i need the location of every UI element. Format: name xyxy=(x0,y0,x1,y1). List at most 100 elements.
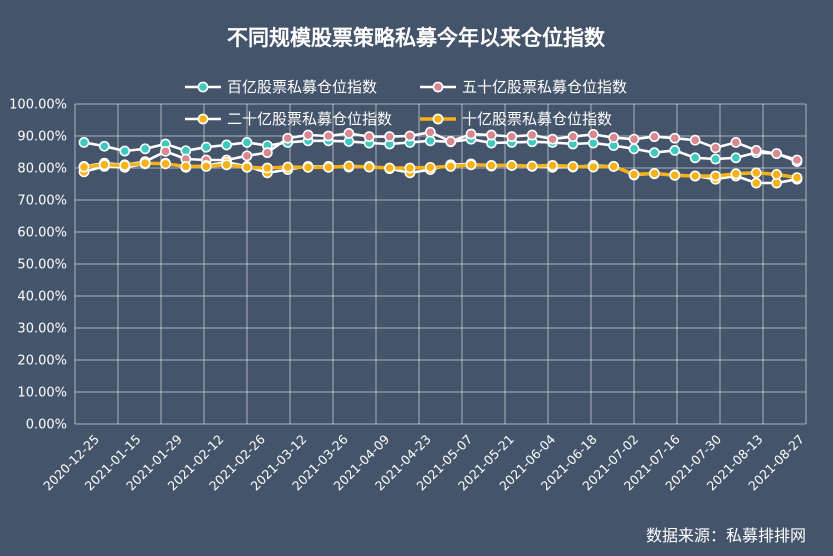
data-point xyxy=(649,168,660,179)
data-point xyxy=(547,133,558,145)
series-1 xyxy=(78,133,803,167)
data-point xyxy=(710,153,721,165)
data-point xyxy=(669,169,681,181)
data-point xyxy=(261,162,273,174)
data-point xyxy=(669,132,681,144)
y-tick-label: 10.00% xyxy=(17,386,67,401)
legend-item-2: 五十亿股票私募仓位指数 xyxy=(420,78,627,96)
y-tick-label: 30.00% xyxy=(17,322,67,337)
data-point xyxy=(160,158,171,170)
data-point xyxy=(241,150,253,162)
data-point xyxy=(200,160,212,172)
data-point xyxy=(486,129,497,141)
y-tick-label: 0.00% xyxy=(26,418,67,433)
data-point xyxy=(384,131,395,143)
data-point xyxy=(506,131,518,143)
x-axis-ticks: 2020-12-252021-01-152021-01-292021-02-12… xyxy=(40,431,807,493)
data-point xyxy=(465,159,477,171)
data-point xyxy=(384,162,395,174)
data-point xyxy=(139,157,151,169)
data-point xyxy=(689,134,701,146)
data-point xyxy=(710,170,721,182)
data-point xyxy=(506,160,518,171)
data-point xyxy=(750,167,762,179)
data-point xyxy=(587,161,599,173)
data-point xyxy=(323,130,334,142)
data-point xyxy=(730,168,742,180)
data-point xyxy=(587,137,599,149)
legend-item-1: 百亿股票私募仓位指数 xyxy=(185,78,377,96)
legend-swatch-marker xyxy=(432,81,444,93)
y-tick-label: 50.00% xyxy=(17,258,67,273)
data-point xyxy=(78,161,90,173)
data-point xyxy=(282,161,294,173)
data-point xyxy=(628,168,640,180)
legend-item-3: 二十亿股票私募仓位指数 xyxy=(185,110,392,128)
data-point xyxy=(424,161,436,173)
data-point xyxy=(302,161,314,173)
data-point xyxy=(445,160,457,172)
data-point xyxy=(180,160,192,172)
grid-layer xyxy=(74,103,807,425)
data-point xyxy=(730,136,742,148)
data-point xyxy=(200,141,212,153)
y-axis-ticks: 0.00% 10.00% 20.00% 30.00% 40.00% 50.00% 60.00… xyxy=(9,98,67,433)
data-point xyxy=(302,129,314,141)
data-point xyxy=(424,135,436,147)
data-point xyxy=(750,177,762,189)
legend-label: 十亿股票私募仓位指数 xyxy=(462,110,612,128)
data-point xyxy=(791,172,803,183)
y-tick-label: 40.00% xyxy=(17,290,67,305)
y-tick-label: 20.00% xyxy=(17,354,67,369)
y-tick-label: 60.00% xyxy=(17,226,67,241)
data-point xyxy=(649,147,660,159)
data-point xyxy=(363,161,375,173)
data-point xyxy=(139,143,151,155)
data-point xyxy=(547,160,558,171)
data-point xyxy=(221,139,232,151)
data-point xyxy=(608,160,620,172)
data-point xyxy=(486,160,497,171)
data-point xyxy=(445,136,457,147)
data-point xyxy=(771,168,783,180)
data-point xyxy=(526,129,538,141)
data-point xyxy=(750,144,762,156)
data-point xyxy=(567,131,579,143)
legend-label: 百亿股票私募仓位指数 xyxy=(227,78,377,96)
data-point xyxy=(771,148,783,159)
data-point xyxy=(119,145,131,157)
data-point xyxy=(771,177,783,189)
data-point xyxy=(791,154,803,166)
data-point xyxy=(424,126,436,138)
data-point xyxy=(710,142,721,154)
data-point xyxy=(78,136,90,148)
data-point xyxy=(343,128,355,139)
data-point xyxy=(628,143,640,155)
data-point xyxy=(241,136,253,148)
data-point xyxy=(465,128,477,140)
legend-item-4: 十亿股票私募仓位指数 xyxy=(420,110,612,128)
data-point xyxy=(689,170,701,182)
data-point xyxy=(404,130,416,142)
y-tick-label: 100.00% xyxy=(9,98,67,113)
data-point xyxy=(241,161,253,173)
data-point xyxy=(689,152,701,164)
data-point xyxy=(608,132,620,143)
series-4 xyxy=(78,157,803,183)
data-point xyxy=(363,131,375,143)
legend-label: 五十亿股票私募仓位指数 xyxy=(462,78,627,96)
data-point xyxy=(98,140,110,152)
y-tick-label: 70.00% xyxy=(17,194,67,209)
y-tick-label: 90.00% xyxy=(17,130,67,145)
data-source-note: 数据来源：私募排排网 xyxy=(646,526,806,545)
data-point xyxy=(730,152,742,164)
data-point xyxy=(628,133,640,145)
data-point xyxy=(649,131,660,143)
data-point xyxy=(160,145,171,157)
data-point xyxy=(587,128,599,140)
series-layer xyxy=(78,126,803,189)
y-tick-label: 80.00% xyxy=(17,162,67,177)
chart-title: 不同规模股票策略私募今年以来仓位指数 xyxy=(227,26,606,50)
